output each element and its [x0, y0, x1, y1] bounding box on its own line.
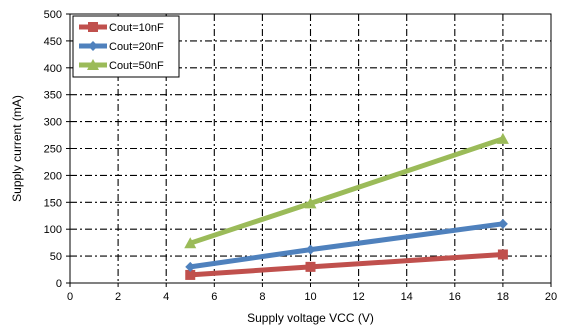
x-axis-label: Supply voltage VCC (V) [247, 311, 374, 325]
legend-label: Cout=10nF [109, 22, 164, 34]
data-point [305, 244, 316, 255]
y-tick-label: 0 [56, 278, 62, 290]
y-tick-label: 500 [44, 9, 62, 21]
x-tick-label: 10 [304, 291, 316, 303]
y-tick-label: 300 [44, 117, 62, 129]
data-point [184, 237, 197, 249]
x-tick-label: 0 [67, 291, 73, 303]
x-tick-label: 16 [449, 291, 461, 303]
x-tick-label: 8 [259, 291, 265, 303]
y-tick-label: 350 [44, 90, 62, 102]
legend-item: Cout=50nF [79, 59, 164, 72]
series-line [190, 251, 504, 278]
data-point [304, 197, 317, 209]
legend-item: Cout=20nF [79, 41, 164, 53]
y-axis-ticks: 0 50 100 150 200 250 300 350 400 450 500 [44, 9, 70, 290]
y-tick-label: 100 [44, 224, 62, 236]
legend: Cout=10nF Cout=20nF Cout=50nF [72, 15, 180, 78]
x-axis-ticks: 0 2 4 6 8 10 12 14 16 18 20 [67, 283, 557, 303]
x-tick-label: 18 [497, 291, 509, 303]
x-tick-label: 6 [211, 291, 217, 303]
x-tick-label: 14 [401, 291, 413, 303]
series-line [189, 136, 504, 246]
series-2 [184, 132, 509, 249]
x-tick-label: 4 [163, 291, 169, 303]
x-tick-label: 20 [545, 291, 557, 303]
x-tick-label: 12 [352, 291, 364, 303]
x-tick-label: 2 [115, 291, 121, 303]
y-tick-label: 250 [44, 144, 62, 156]
y-tick-label: 200 [44, 170, 62, 182]
y-tick-label: 400 [44, 63, 62, 75]
legend-label: Cout=50nF [109, 60, 164, 72]
legend-swatch-marker [88, 22, 98, 32]
y-tick-label: 50 [50, 251, 62, 263]
legend-item: Cout=10nF [79, 22, 164, 34]
y-tick-label: 450 [44, 36, 62, 48]
data-point [185, 269, 196, 280]
data-point [496, 132, 509, 144]
grid-lines [70, 14, 551, 283]
data-point [305, 261, 316, 272]
legend-label: Cout=20nF [109, 41, 164, 53]
y-tick-label: 150 [44, 197, 62, 209]
series-1 [185, 218, 508, 272]
series-0 [185, 249, 508, 280]
y-axis-label: Supply current (mA) [10, 95, 24, 202]
data-point [497, 249, 508, 260]
data-point [185, 261, 196, 272]
series-layer [184, 132, 509, 280]
data-point [497, 218, 508, 229]
legend-swatch-marker [88, 41, 98, 51]
legend-swatch-marker [87, 59, 99, 70]
